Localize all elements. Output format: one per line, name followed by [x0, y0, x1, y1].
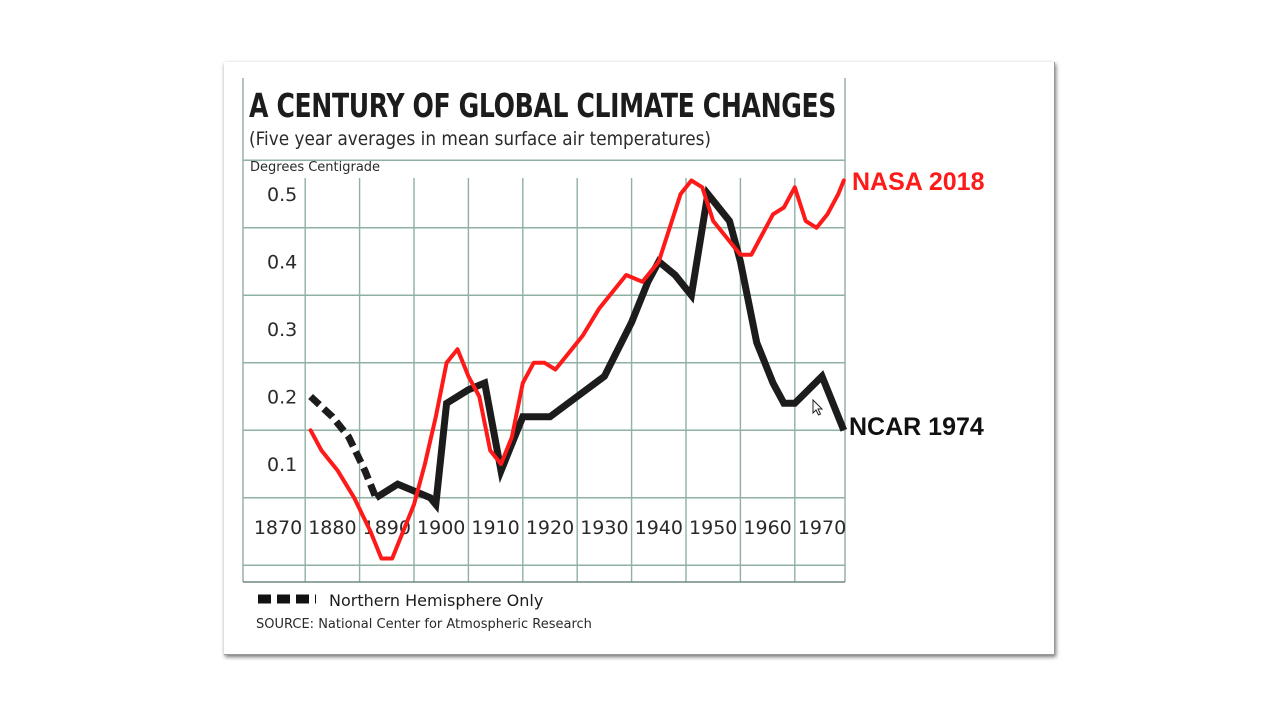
chart-source-note: SOURCE: National Center for Atmospheric … [256, 617, 592, 632]
y-tick-label: 0.1 [267, 454, 297, 476]
chart-title: A CENTURY OF GLOBAL CLIMATE CHANGES [249, 86, 836, 125]
legend: Northern Hemisphere Only [258, 591, 543, 610]
legend-label: Northern Hemisphere Only [329, 591, 543, 610]
x-tick-label: 1940 [635, 517, 683, 539]
x-tick-label: 1900 [417, 517, 465, 539]
y-tick-label: 0.4 [267, 252, 297, 274]
y-tick-labels: 0.5 0.4 0.3 0.2 0.1 [267, 184, 297, 476]
x-tick-labels: 1870 1880 1890 1900 1910 1920 1930 1940 1950 1960… [254, 517, 846, 539]
nasa-2018-line [308, 178, 846, 561]
ncar-1974-line [374, 185, 848, 514]
chart-lines [308, 178, 848, 561]
x-tick-label: 1920 [526, 517, 574, 539]
x-tick-label: 1960 [743, 517, 791, 539]
y-tick-label: 0.5 [267, 184, 297, 206]
x-tick-label: 1950 [689, 517, 737, 539]
chart-subtitle: (Five year averages in mean surface air … [249, 128, 711, 150]
y-axis-unit-label: Degrees Centigrade [250, 160, 380, 175]
y-tick-label: 0.2 [267, 387, 297, 409]
x-tick-label: 1910 [471, 517, 519, 539]
x-tick-label: 1870 [254, 517, 302, 539]
ncar-1974-series-label: NCAR 1974 [849, 413, 984, 441]
x-tick-label: 1890 [363, 517, 411, 539]
nasa-2018-series-label: NASA 2018 [852, 168, 985, 196]
mouse-pointer-icon [812, 398, 824, 416]
x-tick-label: 1930 [580, 517, 628, 539]
x-tick-label: 1880 [308, 517, 356, 539]
x-tick-label: 1970 [798, 517, 846, 539]
chart-grid [242, 78, 846, 583]
y-tick-label: 0.3 [267, 319, 297, 341]
ncar-1974-dashed-line [308, 393, 380, 500]
